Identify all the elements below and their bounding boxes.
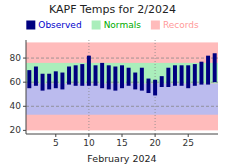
x-tick	[155, 134, 156, 137]
legend-label: Records	[163, 20, 199, 30]
bar	[80, 64, 84, 86]
y-tick-label: 60	[10, 77, 22, 87]
bar	[166, 68, 170, 87]
chart: KAPF Temps for 2/2024 20 40 60 80 5 10 15 20 25 Fe…	[0, 0, 225, 166]
title: KAPF Temps for 2/2024	[49, 3, 176, 16]
x-tick-label: 25	[182, 138, 193, 148]
band	[26, 42, 218, 130]
legend-item: Observed	[26, 20, 81, 30]
legend-swatch	[26, 21, 35, 30]
bar	[127, 68, 131, 86]
bar	[107, 65, 111, 89]
bar	[140, 68, 144, 91]
y-tick	[23, 82, 26, 83]
x-tick-label: 5	[53, 138, 59, 148]
legend-item: Records	[151, 20, 199, 30]
bar	[133, 73, 137, 90]
y-tick	[23, 58, 26, 59]
bar	[47, 74, 51, 90]
bar	[173, 65, 177, 85]
y-tick-label: 80	[10, 53, 22, 63]
bar	[193, 64, 197, 86]
bar	[120, 65, 124, 88]
bar	[34, 67, 38, 86]
y-tick	[23, 106, 26, 107]
bar	[74, 65, 78, 85]
hline	[26, 58, 218, 59]
y-tick	[23, 130, 26, 131]
y-tick-label: 40	[10, 101, 22, 111]
bar	[180, 65, 184, 85]
bar	[67, 67, 71, 85]
bar	[213, 53, 217, 82]
bar	[186, 65, 190, 88]
bar	[87, 56, 91, 86]
x-tick-label: 20	[149, 138, 161, 148]
bar	[206, 56, 210, 85]
vline	[88, 40, 89, 134]
legend: Observed Normals Records	[26, 20, 199, 30]
x-tick	[188, 134, 189, 137]
bar	[94, 65, 98, 85]
legend-swatch	[92, 21, 101, 30]
bar	[113, 67, 117, 91]
x-tick	[88, 134, 89, 137]
legend-item: Normals	[92, 20, 142, 30]
x-tick	[122, 134, 123, 137]
bar	[54, 71, 58, 88]
legend-label: Observed	[38, 20, 81, 30]
x-tick-label: 10	[83, 138, 95, 148]
x-label: February 2024	[87, 153, 156, 164]
hline	[26, 106, 218, 107]
legend-swatch	[151, 21, 160, 30]
x-tick	[55, 134, 56, 137]
bar	[60, 73, 64, 90]
plot-area	[26, 40, 218, 134]
legend-label: Normals	[104, 20, 142, 30]
bar	[160, 76, 164, 87]
bar	[100, 63, 104, 88]
bar	[41, 74, 45, 91]
bar	[153, 80, 157, 96]
bar	[27, 70, 31, 88]
y-tick-label: 20	[10, 125, 22, 135]
bar	[199, 62, 203, 85]
bar	[146, 79, 150, 93]
y-axis	[26, 40, 27, 134]
x-tick-label: 15	[116, 138, 127, 148]
